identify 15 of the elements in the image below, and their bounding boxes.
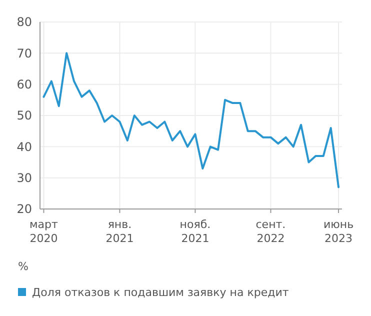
x-tick-label: сент. 2022	[256, 218, 286, 245]
y-tick-label: 40	[16, 140, 32, 154]
x-tick-label: нояб. 2021	[180, 218, 211, 245]
y-tick-label: 70	[16, 46, 32, 60]
legend-label: Доля отказов к подавшим заявку на кредит	[32, 286, 290, 299]
x-tick-label: июнь 2023	[323, 218, 354, 245]
x-tick-label: март 2020	[30, 218, 59, 245]
y-tick-label: 30	[16, 171, 32, 186]
y-axis-title: %	[18, 260, 28, 273]
line-series	[42, 52, 340, 188]
x-tick-label: янв. 2021	[106, 218, 134, 245]
y-tick-label: 80	[16, 15, 32, 30]
y-tick-label: 20	[16, 202, 32, 216]
y-tick-label: 60	[16, 78, 32, 92]
y-tick-label: 50	[16, 108, 32, 123]
